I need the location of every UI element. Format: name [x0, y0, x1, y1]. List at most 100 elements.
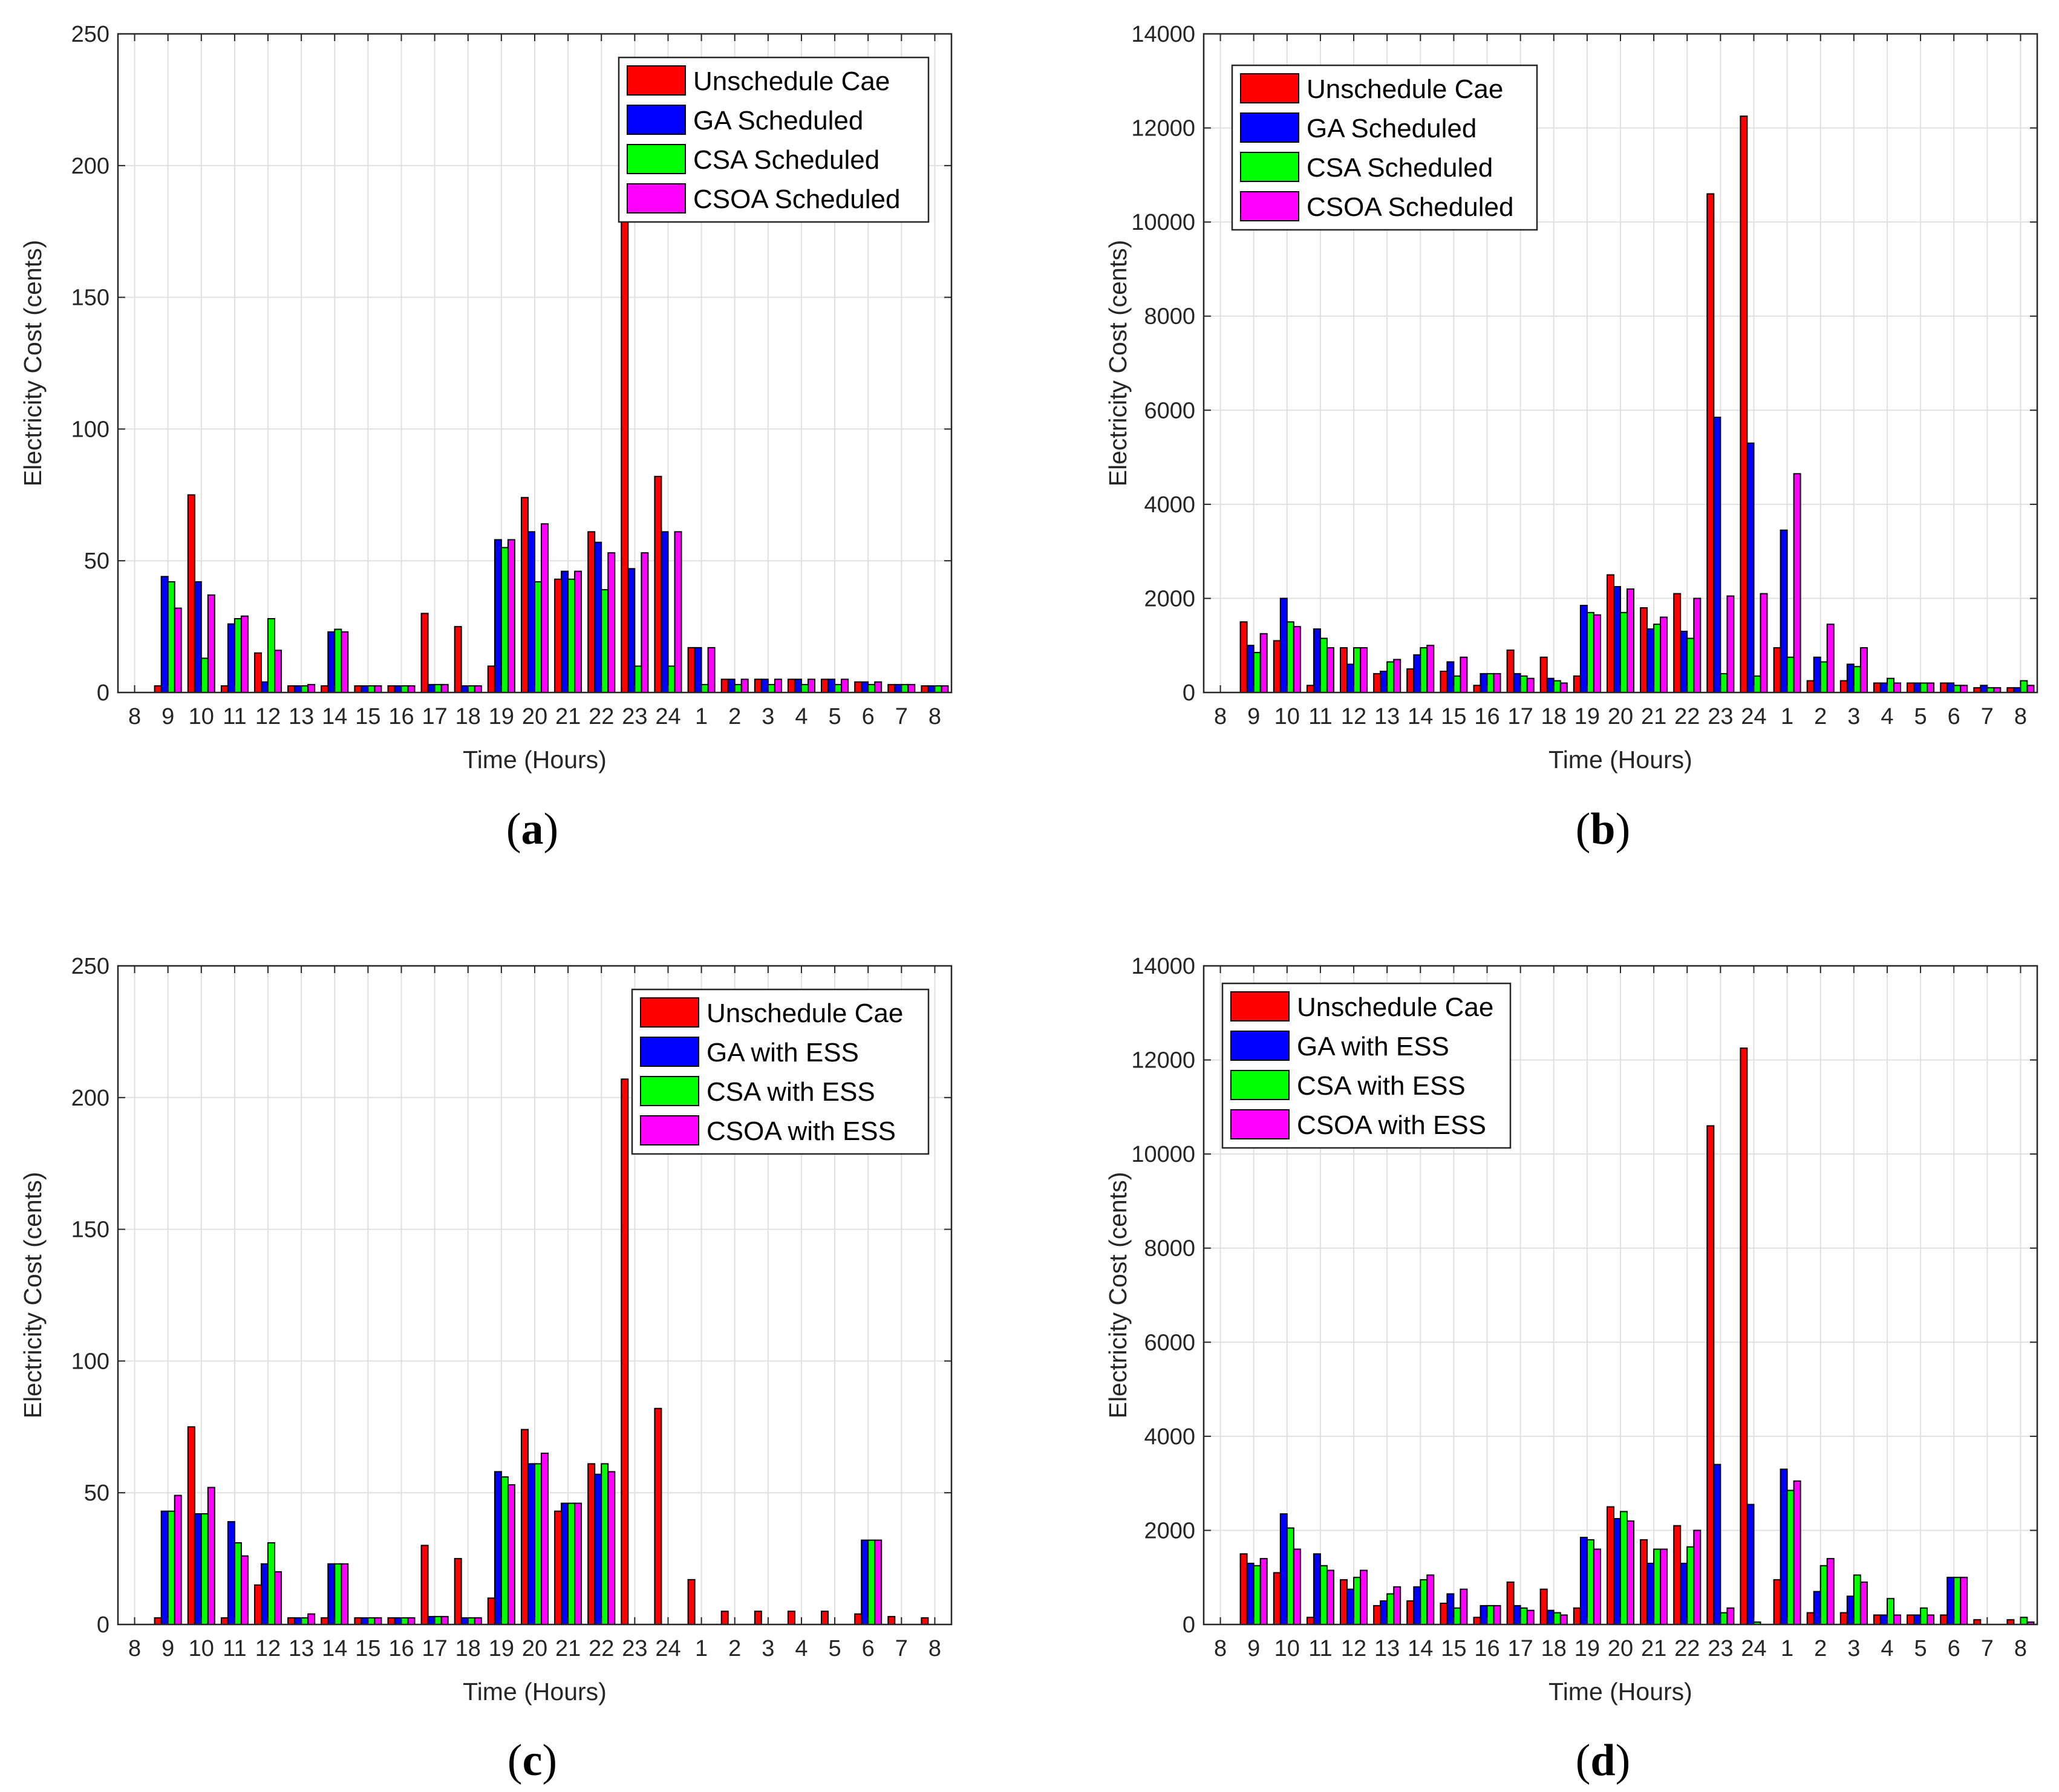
legend-swatch — [1240, 112, 1299, 143]
bar-b-s2-c15 — [1753, 675, 1761, 694]
legend-entry: Unschedule Cae — [1297, 992, 1493, 1022]
bar-c-s0-c6 — [354, 1617, 362, 1626]
bar-a-s1-c9 — [460, 685, 469, 693]
bar-c-s0-c4 — [287, 1617, 296, 1626]
x-tick-label: 11 — [223, 704, 246, 729]
bar-b-s2-c3 — [1353, 647, 1361, 693]
x-tick-label: 24 — [655, 704, 680, 729]
bar-a-s2-c23 — [934, 685, 942, 693]
bar-a-s3-c11 — [541, 523, 549, 693]
y-tick-label: 100 — [71, 417, 109, 442]
bar-d-s2-c13 — [1686, 1546, 1695, 1625]
legend-swatch — [627, 144, 686, 174]
y-tick-label: 50 — [84, 549, 109, 574]
x-tick-label: 15 — [1441, 704, 1466, 729]
bar-a-s1-c14 — [627, 568, 636, 693]
x-tick-label: 11 — [223, 1636, 246, 1661]
bar-a-s0-c11 — [521, 497, 529, 693]
x-tick-label: 16 — [1474, 704, 1499, 729]
bar-a-s3-c18 — [774, 679, 782, 693]
bar-b-s1-c15 — [1746, 442, 1755, 693]
x-tick-label: 13 — [1374, 1636, 1400, 1661]
bar-a-s3-c4 — [307, 683, 316, 694]
bar-c-s3-c7 — [407, 1617, 416, 1626]
bar-a-s1-c11 — [527, 531, 535, 693]
x-tick-label: 21 — [555, 704, 581, 729]
legend: Unschedule Cae GA with ESS CSA with ESS CSO… — [631, 988, 930, 1155]
bar-b-s3-c4 — [1393, 659, 1401, 693]
bar-a-s2-c4 — [301, 685, 309, 693]
bar-c-s1-c10 — [494, 1471, 502, 1625]
bar-c-s2-c2 — [233, 1542, 242, 1625]
bar-b-s2-c23 — [2020, 680, 2028, 693]
bar-a-s1-c7 — [394, 685, 402, 693]
bar-b-s3-c21 — [1960, 685, 1968, 694]
bar-a-s2-c15 — [667, 665, 676, 694]
bar-a-s0-c14 — [621, 146, 629, 694]
legend-entry: GA Scheduled — [1307, 114, 1477, 143]
bar-a-s3-c14 — [641, 552, 649, 693]
bar-a-s1-c10 — [494, 539, 502, 694]
bar-d-s0-c7 — [1473, 1617, 1481, 1626]
x-tick-label: 20 — [522, 1636, 547, 1661]
legend-entry: CSA Scheduled — [1307, 153, 1493, 183]
bar-b-s1-c13 — [1680, 630, 1688, 694]
x-tick-label: 23 — [1708, 1636, 1733, 1661]
y-tick-label: 0 — [1183, 680, 1195, 706]
y-tick-label: 150 — [71, 285, 109, 311]
bar-c-s2-c11 — [534, 1463, 542, 1626]
bar-b-s1-c20 — [1913, 682, 1922, 694]
y-tick-label: 6000 — [1144, 398, 1195, 423]
bar-d-s2-c14 — [1720, 1612, 1728, 1626]
legend-swatch — [640, 1037, 699, 1067]
x-tick-label: 6 — [1948, 1636, 1960, 1661]
x-tick-label: 12 — [1341, 704, 1366, 729]
bar-c-s0-c7 — [387, 1617, 396, 1626]
bar-b-s3-c16 — [1793, 473, 1801, 693]
bar-d-s2-c16 — [1786, 1490, 1795, 1626]
x-tick-label: 16 — [1474, 1636, 1499, 1661]
bar-a-s2-c11 — [534, 581, 542, 693]
x-tick-label: 20 — [522, 704, 547, 729]
legend-swatch — [640, 1115, 699, 1145]
y-tick-label: 100 — [71, 1349, 109, 1374]
bar-d-s3-c20 — [1927, 1614, 1935, 1625]
bar-d-s3-c2 — [1326, 1569, 1334, 1625]
bar-b-s1-c16 — [1780, 529, 1788, 693]
bar-a-s3-c9 — [474, 685, 482, 693]
bar-a-s0-c13 — [587, 531, 596, 693]
bar-c-s3-c0 — [174, 1494, 182, 1626]
x-tick-label: 7 — [895, 704, 908, 729]
x-tick-label: 4 — [1881, 704, 1893, 729]
bar-d-s3-c7 — [1493, 1605, 1501, 1625]
x-tick-label: 2 — [728, 1636, 741, 1661]
bar-b-s3-c19 — [1893, 682, 1901, 694]
bar-a-s2-c1 — [200, 657, 209, 694]
y-tick-label: 50 — [84, 1481, 109, 1506]
bar-a-s3-c21 — [874, 681, 883, 693]
bar-b-s3-c5 — [1426, 645, 1435, 693]
x-tick-label: 22 — [1674, 704, 1700, 729]
bar-b-s2-c13 — [1686, 637, 1695, 693]
bar-a-s3-c17 — [740, 679, 749, 693]
bar-b-s0-c7 — [1473, 685, 1481, 694]
legend: Unschedule Cae GA Scheduled CSA Scheduled C… — [1231, 64, 1538, 231]
x-tick-label: 13 — [289, 704, 314, 729]
bar-a-s0-c18 — [754, 679, 762, 693]
bar-d-s0-c3 — [1340, 1579, 1348, 1626]
bar-c-s0-c19 — [787, 1611, 795, 1625]
bar-c-s2-c12 — [567, 1502, 576, 1626]
bar-b-s1-c10 — [1579, 605, 1588, 693]
legend-swatch — [627, 183, 686, 213]
bar-b-s3-c9 — [1559, 682, 1568, 694]
bar-d-s3-c11 — [1627, 1520, 1634, 1625]
bar-c-s2-c6 — [367, 1617, 376, 1626]
bar-a-s3-c8 — [440, 683, 449, 694]
bar-c-s2-c13 — [601, 1463, 609, 1626]
bar-a-s0-c6 — [354, 685, 362, 693]
bar-c-s2-c5 — [334, 1563, 342, 1626]
bar-a-s1-c12 — [561, 570, 569, 693]
bar-d-s2-c3 — [1353, 1577, 1361, 1625]
bar-d-s1-c1 — [1279, 1513, 1288, 1625]
bar-b-s3-c12 — [1660, 616, 1668, 693]
